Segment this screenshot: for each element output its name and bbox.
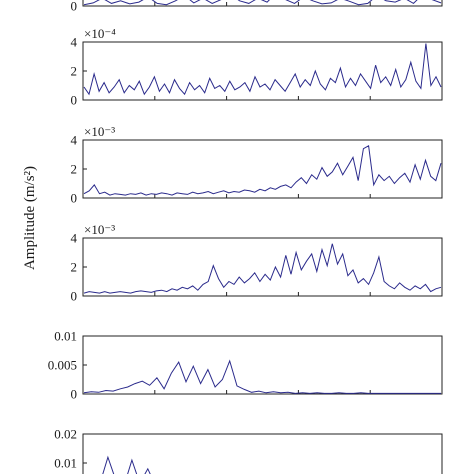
panel-5-frame xyxy=(82,335,443,395)
panel-6-frame xyxy=(82,433,443,474)
panel-1: 0 xyxy=(71,0,443,14)
panel-2: 0 2 4 ×10⁻⁴ xyxy=(71,26,443,108)
panel-5: 0 0.005 0.01 xyxy=(48,329,443,402)
panel-6-series-line xyxy=(102,455,151,474)
panel-4-frame xyxy=(82,237,443,297)
panel-4-series-line xyxy=(83,243,442,294)
panel-4-ytick-label-2: 2 xyxy=(71,260,78,275)
panel-1-ytick-label-1: 0 xyxy=(71,0,78,14)
panel-2-frame xyxy=(82,41,443,101)
panel-4-ytick-label-3: 4 xyxy=(71,231,78,246)
panel-3: 0 2 4 ×10⁻³ xyxy=(71,124,443,206)
panel-6-ytick-label-1: 0.01 xyxy=(54,456,77,471)
panel-5-series-line xyxy=(83,359,441,394)
panel-3-series-line xyxy=(83,145,442,196)
panel-4-ytick-label-1: 0 xyxy=(71,289,78,304)
panel-6: 0.01 0.02 xyxy=(54,427,443,474)
panel-5-ytick-label-1: 0 xyxy=(71,387,78,402)
panel-2-series-line xyxy=(83,43,442,96)
panel-4: 0 2 4 ×10⁻³ xyxy=(71,222,443,304)
panel-3-ytick-label-2: 2 xyxy=(71,162,78,177)
panel-6-ytick-label-2: 0.02 xyxy=(54,427,77,442)
panel-2-ytick-label-1: 0 xyxy=(71,93,78,108)
panel-3-ytick-label-1: 0 xyxy=(71,191,78,206)
panel-5-ytick-label-2: 0.005 xyxy=(48,358,77,373)
panel-2-ytick-label-3: 4 xyxy=(71,35,78,50)
panel-2-multiplier: ×10⁻⁴ xyxy=(84,26,116,41)
panel-3-frame xyxy=(82,139,443,199)
panel-2-ytick-label-2: 2 xyxy=(71,64,78,79)
panel-1-series-line xyxy=(83,0,442,6)
panel-4-multiplier: ×10⁻³ xyxy=(84,222,115,237)
panel-3-multiplier: ×10⁻³ xyxy=(84,124,115,139)
panel-1-frame xyxy=(82,0,443,7)
panel-5-ytick-label-3: 0.01 xyxy=(54,329,77,344)
y-axis-label: Amplitude (m/s²) xyxy=(22,166,38,270)
panel-3-ytick-label-3: 4 xyxy=(71,133,78,148)
